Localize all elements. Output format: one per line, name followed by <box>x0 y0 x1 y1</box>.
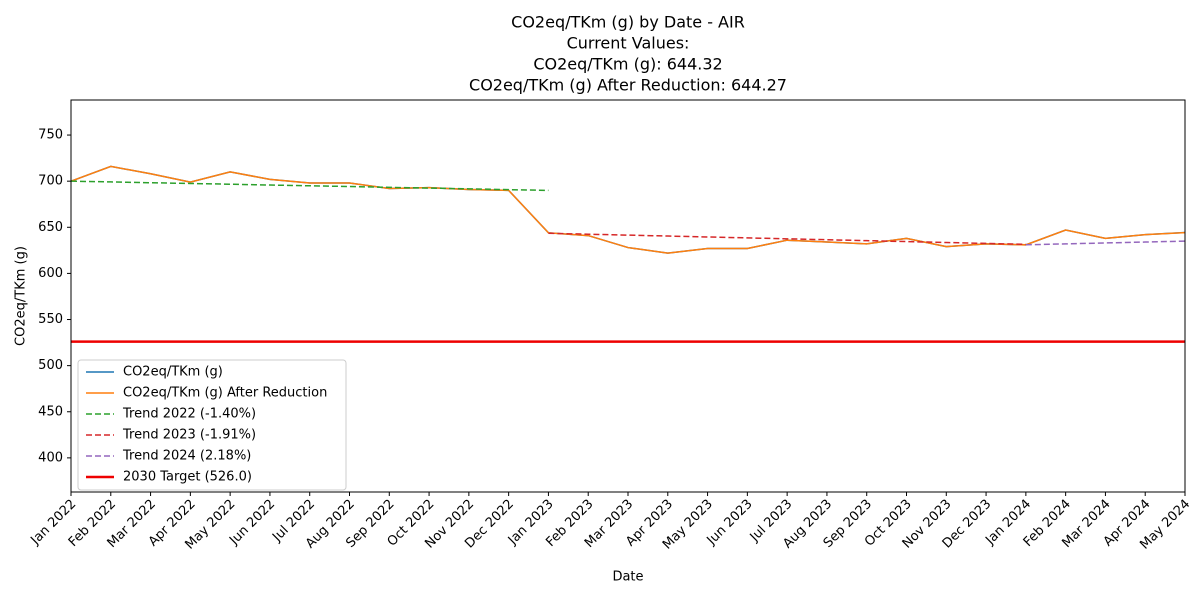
series-line <box>70 165 1186 254</box>
y-tick-label: 400 <box>38 450 63 465</box>
legend-label: Trend 2022 (-1.40%) <box>122 407 256 422</box>
legend-box <box>77 359 347 491</box>
series-line <box>70 165 1186 254</box>
x-axis-label: Date <box>612 570 643 585</box>
y-tick-label: 550 <box>38 312 63 327</box>
legend-label: Trend 2024 (2.18%) <box>122 449 251 464</box>
legend-label: 2030 Target (526.0) <box>123 470 252 485</box>
y-tick-label: 650 <box>38 220 63 235</box>
series-line <box>548 232 1026 246</box>
series-line <box>1025 240 1186 246</box>
chart-title: Current Values: <box>567 34 690 53</box>
title-block: CO2eq/TKm (g) by Date - AIR Current Valu… <box>469 13 787 95</box>
legend: CO2eq/TKm (g) CO2eq/TKm (g) After Reducti… <box>77 359 347 491</box>
y-axis-label: CO2eq/TKm (g) <box>14 246 29 346</box>
plot-frame <box>70 99 1186 493</box>
y-tick-label: 450 <box>38 404 63 419</box>
y-tick-label: 600 <box>38 266 63 281</box>
y-tick-label: 500 <box>38 358 63 373</box>
chart-title: CO2eq/TKm (g): 644.32 <box>533 55 722 74</box>
series-line <box>70 180 549 192</box>
legend-label: CO2eq/TKm (g) After Reduction <box>123 386 327 401</box>
legend-label: CO2eq/TKm (g) <box>123 365 223 380</box>
y-tick-label: 750 <box>38 128 63 143</box>
chart-title: CO2eq/TKm (g) After Reduction: 644.27 <box>469 76 787 95</box>
y-tick-label: 700 <box>38 174 63 189</box>
chart-title: CO2eq/TKm (g) by Date - AIR <box>511 13 745 32</box>
legend-label: Trend 2023 (-1.91%) <box>122 428 256 443</box>
